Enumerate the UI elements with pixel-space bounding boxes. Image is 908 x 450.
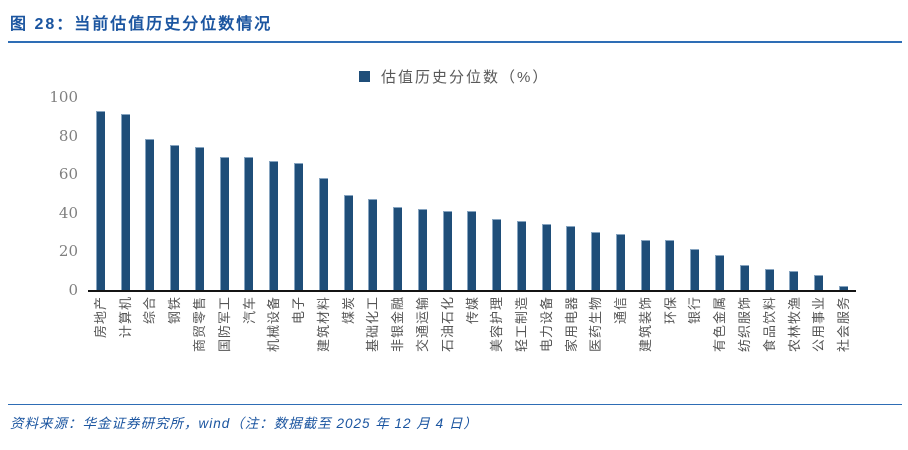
bar-社会服务 xyxy=(838,286,848,290)
x-tick-label: 石油石化 xyxy=(439,296,455,353)
x-tick-label: 社会服务 xyxy=(836,296,852,353)
bar-电子 xyxy=(294,162,303,290)
x-tick-label: 煤炭 xyxy=(340,296,356,325)
x-tick-label: 家用电器 xyxy=(563,296,579,353)
bar-商贸零售 xyxy=(194,147,204,290)
bar-通信 xyxy=(615,234,625,290)
footer-divider xyxy=(8,404,902,405)
y-tick-label: 80 xyxy=(58,126,78,145)
bar-银行 xyxy=(690,249,700,290)
x-tick-label: 商贸零售 xyxy=(191,296,207,353)
x-tick-label: 电子 xyxy=(291,296,307,325)
x-tick-label: 传媒 xyxy=(464,296,480,325)
bar-家用电器 xyxy=(566,226,576,290)
legend-swatch-icon xyxy=(358,71,370,82)
y-tick-label: 100 xyxy=(49,88,78,106)
y-tick-label: 20 xyxy=(58,242,78,261)
bar-医药生物 xyxy=(591,232,601,290)
x-tick-label: 国防军工 xyxy=(216,296,232,353)
bar-钢铁 xyxy=(170,145,180,290)
bar-煤炭 xyxy=(343,195,353,290)
x-tick-label: 机械设备 xyxy=(266,296,282,353)
bar-纺织服饰 xyxy=(739,264,749,290)
bar-交通运输 xyxy=(417,208,427,290)
bar-建筑装饰 xyxy=(640,239,650,290)
bar-电力设备 xyxy=(541,224,551,290)
x-tick-label: 银行 xyxy=(687,296,703,325)
bar-石油石化 xyxy=(442,210,452,290)
y-tick-label: 60 xyxy=(58,165,78,184)
bar-房地产 xyxy=(95,110,105,290)
legend-label: 估值历史分位数（%） xyxy=(381,69,550,86)
bar-农林牧渔 xyxy=(789,270,799,290)
x-tick-label: 美容护理 xyxy=(489,296,505,353)
x-tick-label: 医药生物 xyxy=(588,296,604,353)
x-tick-label: 非银金融 xyxy=(390,296,406,353)
bar-国防军工 xyxy=(219,156,229,290)
x-tick-label: 基础化工 xyxy=(365,296,381,353)
y-tick-label: 40 xyxy=(58,203,78,222)
bars-container xyxy=(88,97,856,290)
plot-area: 0 20 40 60 80 100 房地产 计算机 综合 钢铁 商贸零售 国防军工 汽车 机械设备 电子建… xyxy=(49,89,856,352)
bar-综合 xyxy=(145,139,155,290)
bar-基础化工 xyxy=(368,199,378,290)
chart-legend: 估值历史分位数（%） xyxy=(0,66,908,87)
x-tick-label: 建筑装饰 xyxy=(637,296,653,353)
x-tick-label: 计算机 xyxy=(117,296,133,339)
x-tick-label: 环保 xyxy=(662,296,678,325)
x-axis: 房地产 计算机 综合 钢铁 商贸零售 国防军工 汽车 机械设备 电子 建筑材料 煤炭 基础化工 非银金融… xyxy=(88,290,856,398)
bar-传媒 xyxy=(467,210,477,290)
x-tick-label: 轻工制造 xyxy=(514,296,530,353)
bar-食品饮料 xyxy=(764,268,774,290)
bar-非银金融 xyxy=(393,207,403,290)
x-tick-label: 食品饮料 xyxy=(761,296,777,353)
bar-有色金属 xyxy=(715,255,725,290)
bar-轻工制造 xyxy=(516,220,526,290)
x-tick-label: 综合 xyxy=(142,296,158,325)
x-tick-label: 电力设备 xyxy=(538,296,554,353)
bar-建筑材料 xyxy=(318,178,328,290)
bar-chart: 估值历史分位数（%） 0 20 40 60 80 100 房地产 计算机 综合 钢铁 商贸零售 国防… xyxy=(0,44,908,397)
x-tick-label: 钢铁 xyxy=(167,296,183,325)
x-tick-label: 建筑材料 xyxy=(315,296,331,353)
y-tick-label: 0 xyxy=(68,281,78,299)
x-tick-label: 汽车 xyxy=(241,296,257,325)
x-tick-label: 交通运输 xyxy=(414,296,430,353)
source-note: 资料来源：华金证券研究所，wind（注：数据截至 2025 年 12 月 4 日… xyxy=(10,416,478,431)
bar-环保 xyxy=(665,239,675,290)
bar-汽车 xyxy=(244,156,254,290)
bar-公用事业 xyxy=(814,274,824,290)
bar-机械设备 xyxy=(269,160,279,290)
x-tick-label: 公用事业 xyxy=(811,296,827,353)
x-tick-label: 有色金属 xyxy=(712,296,728,353)
x-tick-label: 农林牧渔 xyxy=(786,296,802,353)
figure-title: 图 28：当前估值历史分位数情况 xyxy=(10,16,273,33)
x-tick-label: 纺织服饰 xyxy=(737,296,753,353)
title-divider xyxy=(8,41,902,43)
bar-计算机 xyxy=(120,114,130,290)
bar-美容护理 xyxy=(492,218,502,290)
x-tick-label: 房地产 xyxy=(92,296,108,339)
x-tick-label: 通信 xyxy=(613,296,629,325)
